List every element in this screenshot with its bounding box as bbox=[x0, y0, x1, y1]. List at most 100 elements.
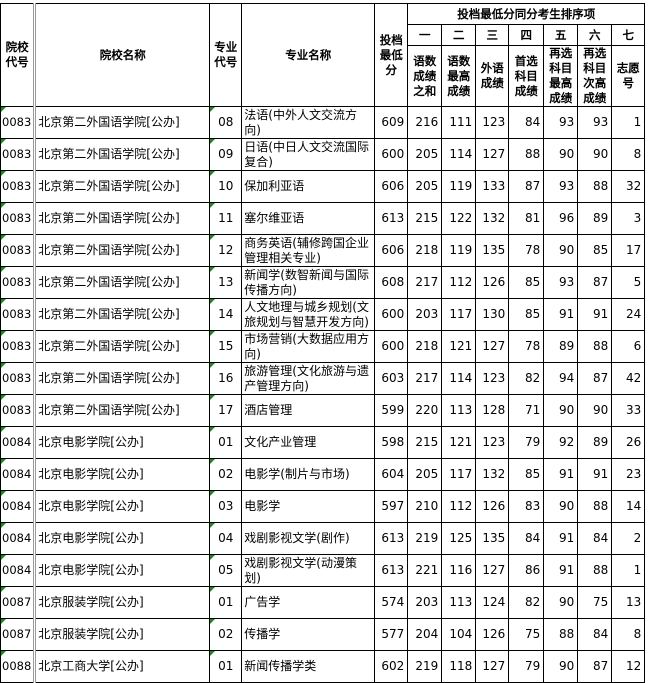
cell-elective-max: 90 bbox=[543, 490, 579, 523]
cell-first-subject: 78 bbox=[508, 234, 545, 267]
cell-text: 88 bbox=[559, 627, 575, 641]
cell-min-score: 613 bbox=[374, 202, 409, 235]
cell-preference-no: 6 bbox=[611, 330, 646, 363]
cell-major-name: 文化产业管理 bbox=[241, 426, 376, 459]
cell-elective-max: 89 bbox=[543, 330, 579, 363]
cell-school-name: 北京第二外国语学院[公办] bbox=[34, 362, 211, 395]
cell-first-subject: 88 bbox=[508, 138, 545, 171]
cell-text: 88 bbox=[593, 339, 609, 353]
cell-text: 84 bbox=[593, 531, 609, 545]
cell-chinese-math-sum: 221 bbox=[407, 554, 443, 587]
cell-chinese-math-max: 113 bbox=[441, 586, 477, 619]
cell-text: 北京第二外国语学院[公办] bbox=[38, 147, 180, 161]
cell-chinese-math-max: 125 bbox=[441, 522, 477, 555]
cell-text: 85 bbox=[525, 307, 541, 321]
cell-elective-second: 89 bbox=[577, 202, 613, 235]
cell-text: 12 bbox=[218, 243, 234, 257]
cell-marker-icon bbox=[1, 107, 6, 112]
cell-chinese-math-max: 117 bbox=[441, 298, 477, 331]
cell-chinese-math-sum: 203 bbox=[407, 586, 443, 619]
cell-marker-icon bbox=[1, 651, 6, 656]
cell-text: 126 bbox=[482, 275, 506, 289]
cell-marker-icon bbox=[1, 459, 6, 464]
table-row: 0084 北京电影学院[公办] 05 戏剧影视文学(动漫策划) 613 221 116 127… bbox=[0, 554, 646, 587]
cell-text: 0083 bbox=[2, 211, 32, 225]
cell-text: 0083 bbox=[2, 371, 32, 385]
cell-text: 85 bbox=[593, 243, 609, 257]
cell-text: 0083 bbox=[2, 243, 32, 257]
table-row: 0087 北京服装学院[公办] 01 广告学 574 203 113 124 82 90 75 13 bbox=[0, 586, 646, 619]
cell-preference-no: 5 bbox=[611, 266, 646, 299]
cell-major-code: 05 bbox=[209, 554, 243, 587]
cell-chinese-math-sum: 218 bbox=[407, 234, 443, 267]
cell-text: 604 bbox=[381, 467, 405, 481]
cell-foreign-language: 124 bbox=[475, 586, 510, 619]
cell-school-name: 北京电影学院[公办] bbox=[34, 458, 211, 491]
cell-text: 118 bbox=[449, 659, 473, 673]
cell-text: 02 bbox=[218, 627, 234, 641]
cell-text: 83 bbox=[525, 499, 541, 513]
cell-text: 91 bbox=[559, 307, 575, 321]
cell-text: 203 bbox=[415, 595, 439, 609]
cell-marker-icon bbox=[210, 395, 216, 400]
cell-elective-second: 91 bbox=[577, 298, 613, 331]
cell-text: 603 bbox=[381, 371, 405, 385]
cell-text: 91 bbox=[559, 531, 575, 545]
cell-text: 128 bbox=[482, 403, 506, 417]
cell-text: 北京第二外国语学院[公办] bbox=[38, 179, 180, 193]
cell-text: 17 bbox=[218, 403, 234, 417]
cell-marker-icon bbox=[1, 299, 6, 304]
table-row: 0083 北京第二外国语学院[公办] 13 新闻学(数智新闻与国际传播方向) 608 21… bbox=[0, 266, 646, 299]
cell-text: 0083 bbox=[2, 275, 32, 289]
cell-text: 90 bbox=[559, 595, 575, 609]
cell-text: 33 bbox=[626, 403, 642, 417]
cell-major-code: 11 bbox=[209, 202, 243, 235]
cell-first-subject: 79 bbox=[508, 426, 545, 459]
cell-text: 91 bbox=[593, 467, 609, 481]
cell-text: 88 bbox=[525, 147, 541, 161]
cell-first-subject: 82 bbox=[508, 586, 545, 619]
cell-text: 613 bbox=[381, 531, 405, 545]
cell-text: 119 bbox=[449, 243, 473, 257]
cell-text: 0087 bbox=[2, 627, 32, 641]
cell-foreign-language: 127 bbox=[475, 650, 510, 683]
header-school-name: 院校名称 bbox=[34, 3, 211, 107]
cell-chinese-math-sum: 217 bbox=[407, 362, 443, 395]
table-row: 0083 北京第二外国语学院[公办] 14 人文地理与城乡规划(文旅规划与智慧开发方向… bbox=[0, 298, 646, 331]
cell-marker-icon bbox=[1, 235, 6, 240]
cell-marker-icon bbox=[1, 139, 6, 144]
cell-elective-max: 94 bbox=[543, 362, 579, 395]
cell-text: 05 bbox=[218, 563, 234, 577]
cell-marker-icon bbox=[210, 331, 216, 336]
cell-text: 23 bbox=[626, 467, 642, 481]
cell-text: 93 bbox=[559, 275, 575, 289]
cell-text: 205 bbox=[415, 467, 439, 481]
cell-elective-second: 90 bbox=[577, 394, 613, 427]
cell-marker-icon bbox=[210, 491, 216, 496]
cell-school-name: 北京电影学院[公办] bbox=[34, 554, 211, 587]
cell-text: 90 bbox=[559, 659, 575, 673]
cell-foreign-language: 133 bbox=[475, 170, 510, 203]
cell-text: 599 bbox=[381, 403, 405, 417]
cell-preference-no: 33 bbox=[611, 394, 646, 427]
cell-text: 600 bbox=[381, 307, 405, 321]
cell-text: 北京电影学院[公办] bbox=[38, 531, 144, 545]
cell-text: 79 bbox=[525, 659, 541, 673]
cell-text: 113 bbox=[449, 403, 473, 417]
cell-text: 127 bbox=[482, 339, 506, 353]
cell-text: 215 bbox=[415, 211, 439, 225]
cell-text: 北京工商大学[公办] bbox=[38, 659, 144, 673]
cell-text: 北京电影学院[公办] bbox=[38, 563, 144, 577]
cell-text: 8 bbox=[633, 627, 642, 641]
cell-marker-icon bbox=[210, 555, 216, 560]
cell-text: 94 bbox=[559, 371, 575, 385]
cell-text: 12 bbox=[626, 659, 642, 673]
cell-preference-no: 14 bbox=[611, 490, 646, 523]
cell-chinese-math-max: 117 bbox=[441, 458, 477, 491]
cell-chinese-math-sum: 205 bbox=[407, 138, 443, 171]
header-order-4: 四 bbox=[508, 24, 545, 46]
cell-text: 124 bbox=[482, 595, 506, 609]
cell-chinese-math-max: 112 bbox=[441, 266, 477, 299]
cell-marker-icon bbox=[210, 235, 216, 240]
cell-first-subject: 85 bbox=[508, 458, 545, 491]
